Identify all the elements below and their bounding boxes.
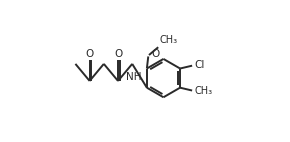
Text: Cl: Cl [195, 60, 205, 70]
Text: O: O [114, 49, 122, 59]
Text: CH₃: CH₃ [194, 86, 212, 96]
Text: CH₃: CH₃ [160, 35, 178, 45]
Text: O: O [151, 49, 160, 59]
Text: NH: NH [126, 72, 142, 82]
Text: O: O [86, 49, 94, 59]
